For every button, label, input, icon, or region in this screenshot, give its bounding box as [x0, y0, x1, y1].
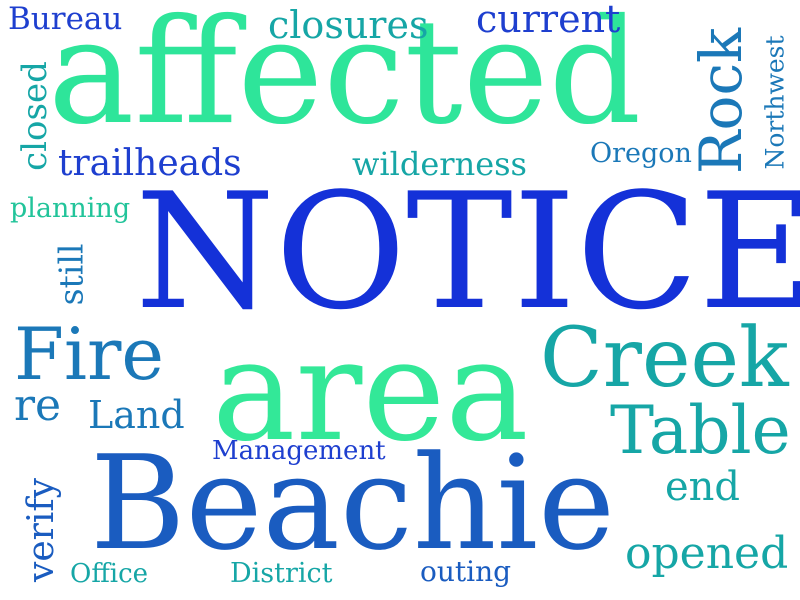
word-rock: Rock [687, 27, 756, 175]
word-still: still [51, 243, 91, 306]
word-beachie: Beachie [90, 427, 616, 579]
word-bureau: Bureau [8, 1, 123, 37]
word-verify: verify [21, 477, 63, 583]
word-management: Management [212, 436, 386, 466]
word-creek: Creek [540, 311, 789, 406]
word-outing: outing [420, 555, 512, 588]
word-re: re [14, 380, 62, 431]
word-notice: NOTICE [135, 158, 800, 345]
word-closed: closed [14, 61, 55, 171]
word-land: Land [88, 393, 185, 437]
word-closures: closures [268, 3, 429, 47]
word-opened: opened [625, 528, 789, 579]
word-fire: Fire [14, 312, 165, 396]
word-current: current [476, 0, 621, 41]
word-affected: affected [48, 0, 642, 157]
word-wilderness: wilderness [352, 145, 527, 183]
word-table: Table [610, 392, 791, 469]
word-planning: planning [10, 193, 131, 224]
word-end: end [665, 464, 741, 510]
word-area: area [212, 310, 529, 473]
word-oregon: Oregon [590, 138, 692, 169]
word-northwest: Northwest [760, 35, 790, 170]
word-trailheads: trailheads [58, 143, 242, 184]
word-office: Office [70, 559, 149, 589]
word-district: District [230, 558, 333, 589]
